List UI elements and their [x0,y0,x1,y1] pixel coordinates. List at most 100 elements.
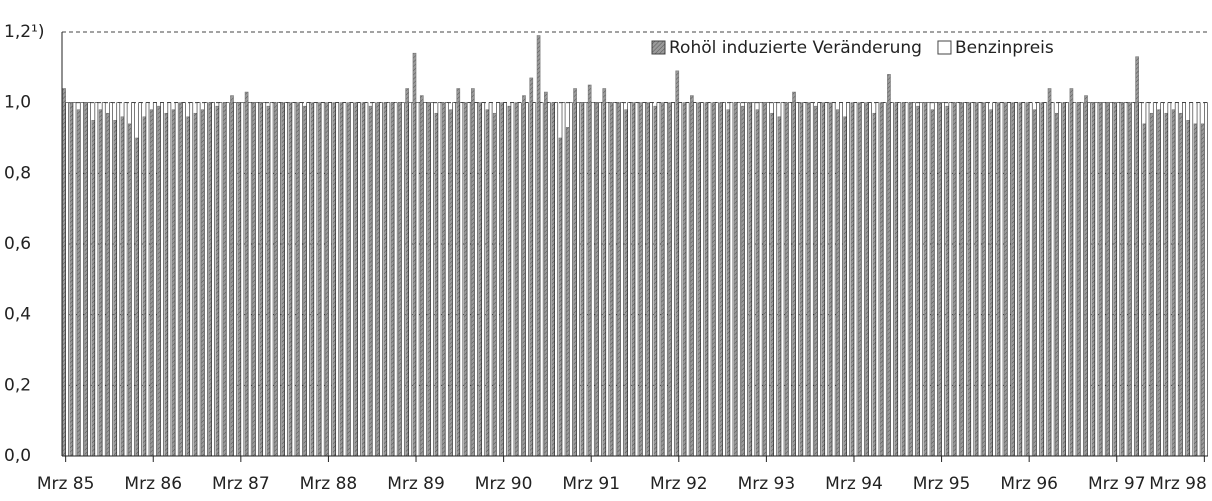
bar [474,102,478,457]
bar [850,102,855,457]
bar [967,102,972,457]
bar [631,102,636,457]
y-tick-label: 0,8 [4,163,31,183]
bar [638,102,643,457]
bar [273,102,278,457]
x-tick-label: Mrz 90 [475,474,533,494]
bar [641,102,646,457]
bar [887,74,891,457]
bar [722,102,726,457]
y-tick-label: 0,4 [4,305,31,325]
bar [1054,112,1059,457]
bar [1157,109,1161,457]
bar [996,102,1001,457]
bar [587,84,592,457]
bar [310,102,315,457]
bar [466,102,471,457]
bar [1189,102,1194,457]
bar [225,102,230,457]
bar [554,102,559,457]
bar [1050,102,1055,457]
bar [354,102,358,457]
bar [897,102,902,457]
bar [919,102,924,457]
bar [218,102,223,457]
bar [62,88,66,457]
bar [459,102,464,457]
bar [463,102,468,457]
x-tick-label: Mrz 89 [387,474,445,494]
bar [383,102,388,457]
bar [189,102,194,457]
bar [792,91,796,457]
bar [390,102,395,457]
bar [583,102,588,457]
bar [573,88,577,457]
bar [1142,123,1147,457]
x-tick-label: Mrz 85 [37,474,95,494]
bar [831,102,836,457]
bar [547,102,551,457]
bar [94,102,99,457]
bar [1127,102,1132,457]
bar [427,102,431,457]
bar [755,109,760,457]
bar [87,102,91,457]
bar [773,102,778,457]
bar [938,102,942,457]
bar [617,102,621,457]
bar [106,112,110,457]
bar [522,95,526,457]
bar [1109,102,1113,457]
bar [171,109,176,457]
bar [152,102,157,457]
bar [507,105,512,457]
bar [123,102,128,457]
bar [685,102,690,457]
legend-label: Rohöl induzierte Veränderung [669,38,922,58]
bar [303,105,307,457]
bar [72,102,77,457]
bar [784,102,789,457]
bar [116,102,121,457]
bar [164,112,169,457]
bar [496,102,500,457]
bar [565,127,570,457]
bar [233,102,237,457]
bar [1167,102,1172,457]
bar [109,102,113,457]
bar [729,102,734,457]
x-tick-label: Mrz 93 [738,474,796,494]
bar [857,102,862,457]
bar [948,102,953,457]
bar [91,120,96,457]
bar [814,105,818,457]
legend-swatch [651,40,666,55]
bar [186,116,191,457]
bar [933,102,938,457]
bar [342,102,347,457]
bar [799,102,804,457]
bar [371,102,376,457]
bar [963,102,967,457]
bar [259,102,264,457]
bar [1021,102,1026,457]
bar [408,102,413,457]
bar [478,102,483,457]
bar [675,70,680,457]
bar [1040,102,1045,457]
bar [277,102,281,457]
bar [821,102,826,457]
bar [817,102,821,457]
bar [1152,102,1157,457]
bar [955,102,960,457]
bar [558,137,563,457]
x-tick-label: Mrz 91 [562,474,620,494]
bar [182,102,186,457]
bar [634,102,639,457]
bar [865,102,869,457]
bar [262,102,267,457]
bar [912,102,916,457]
bar [970,102,975,457]
